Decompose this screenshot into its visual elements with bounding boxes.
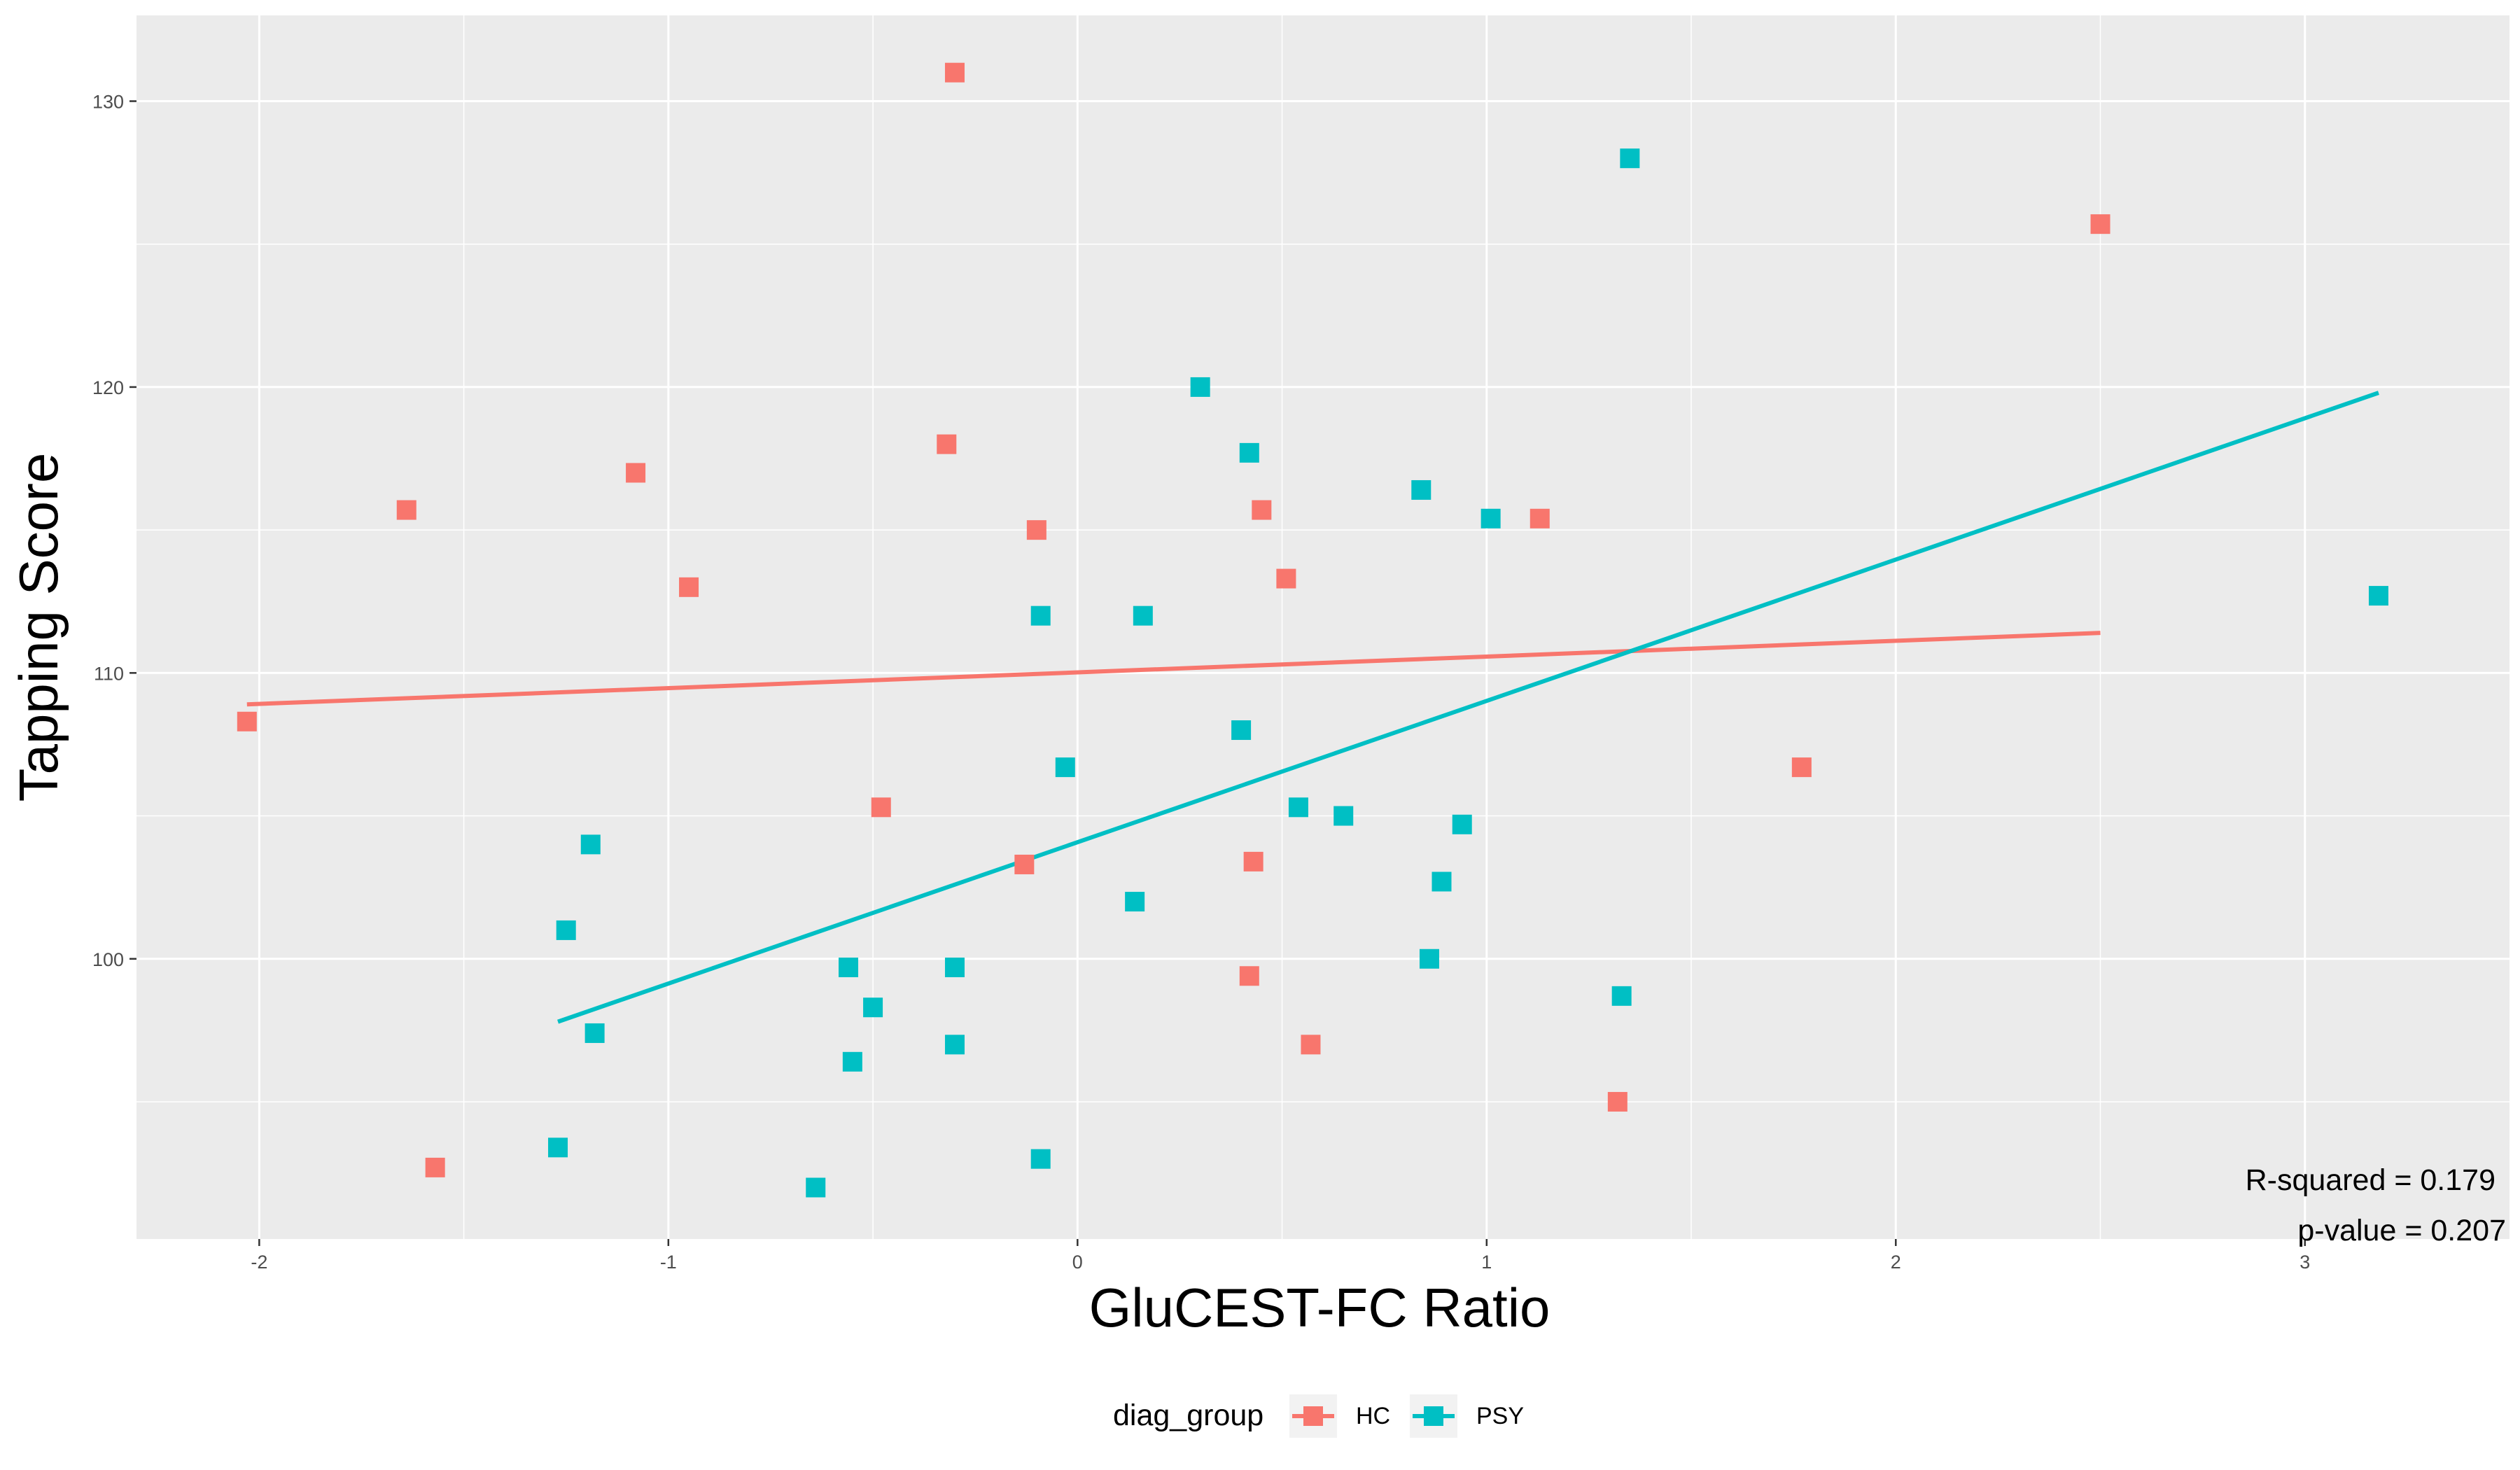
point-psy — [1432, 872, 1452, 892]
x-tick-label: 3 — [2300, 1252, 2310, 1273]
point-hc — [1239, 966, 1259, 986]
point-hc — [944, 62, 965, 83]
y-tick-label: 110 — [94, 663, 124, 684]
y-axis-title: Tapping Score — [8, 453, 69, 802]
x-tick-label: -2 — [251, 1252, 267, 1273]
r-squared-annotation: R-squared = 0.179 — [2246, 1163, 2496, 1197]
x-axis-title: GluCEST-FC Ratio — [1089, 1277, 1550, 1338]
point-hc — [1014, 854, 1035, 874]
legend-label-psy: PSY — [1476, 1403, 1524, 1429]
point-psy — [556, 920, 576, 940]
point-psy — [806, 1177, 826, 1198]
p-value-annotation: p-value = 0.207 — [2297, 1214, 2506, 1247]
point-psy — [1125, 892, 1145, 912]
point-hc — [871, 797, 891, 818]
point-hc — [1026, 520, 1046, 540]
point-hc — [1530, 508, 1550, 528]
point-hc — [1607, 1091, 1628, 1112]
point-psy — [1055, 757, 1075, 778]
x-tick-label: -1 — [660, 1252, 677, 1273]
point-hc — [1276, 568, 1296, 589]
point-psy — [584, 1023, 605, 1043]
point-psy — [1419, 948, 1439, 969]
point-psy — [863, 997, 883, 1018]
point-psy — [1231, 720, 1252, 741]
legend-key-hc-marker — [1303, 1406, 1323, 1426]
point-hc — [1301, 1035, 1321, 1055]
point-hc — [1243, 851, 1264, 872]
data-points — [237, 62, 2388, 1198]
y-tick-label: 100 — [92, 949, 124, 970]
point-psy — [1611, 986, 1632, 1006]
point-psy — [1480, 508, 1501, 528]
point-psy — [1133, 606, 1153, 626]
legend-label-hc: HC — [1356, 1403, 1390, 1429]
point-psy — [2368, 586, 2388, 606]
point-psy — [548, 1138, 568, 1158]
point-psy — [1452, 814, 1472, 834]
point-psy — [1239, 442, 1259, 463]
point-hc — [679, 577, 699, 597]
point-psy — [1411, 479, 1432, 500]
legend-title: diag_group — [1113, 1399, 1264, 1432]
x-tick-label: 0 — [1072, 1252, 1083, 1273]
minor-gridlines — [136, 15, 2510, 1239]
major-gridlines — [136, 15, 2510, 1239]
point-hc — [626, 463, 646, 483]
y-tick-label: 120 — [92, 377, 124, 398]
y-tick-label: 130 — [92, 92, 124, 113]
point-psy — [1288, 797, 1308, 818]
fit-line-psy — [557, 391, 2379, 1024]
point-psy — [1030, 1149, 1051, 1169]
legend-key-psy-marker — [1424, 1406, 1443, 1426]
fit-lines — [246, 391, 2379, 1024]
point-psy — [944, 1035, 965, 1055]
point-hc — [937, 434, 957, 454]
point-hc — [425, 1157, 445, 1177]
y-axis: 100 110 120 130 — [92, 92, 136, 970]
x-axis: -2 -1 0 1 2 3 — [251, 1239, 2310, 1273]
point-hc — [237, 711, 257, 732]
point-hc — [1791, 757, 1812, 778]
point-psy — [839, 958, 858, 978]
x-tick-label: 2 — [1891, 1252, 1901, 1273]
point-psy — [1030, 606, 1051, 626]
point-hc — [1252, 500, 1272, 520]
fit-line-hc — [246, 631, 2101, 707]
legend: diag_group HC PSY — [1113, 1394, 1524, 1438]
plot-panel — [136, 15, 2510, 1239]
point-hc — [396, 500, 416, 520]
x-tick-label: 1 — [1481, 1252, 1492, 1273]
point-psy — [944, 958, 965, 978]
point-hc — [2090, 214, 2110, 234]
point-psy — [1620, 148, 1640, 169]
point-psy — [1190, 377, 1210, 397]
point-psy — [580, 834, 601, 855]
point-psy — [842, 1051, 862, 1072]
point-psy — [1334, 806, 1354, 826]
